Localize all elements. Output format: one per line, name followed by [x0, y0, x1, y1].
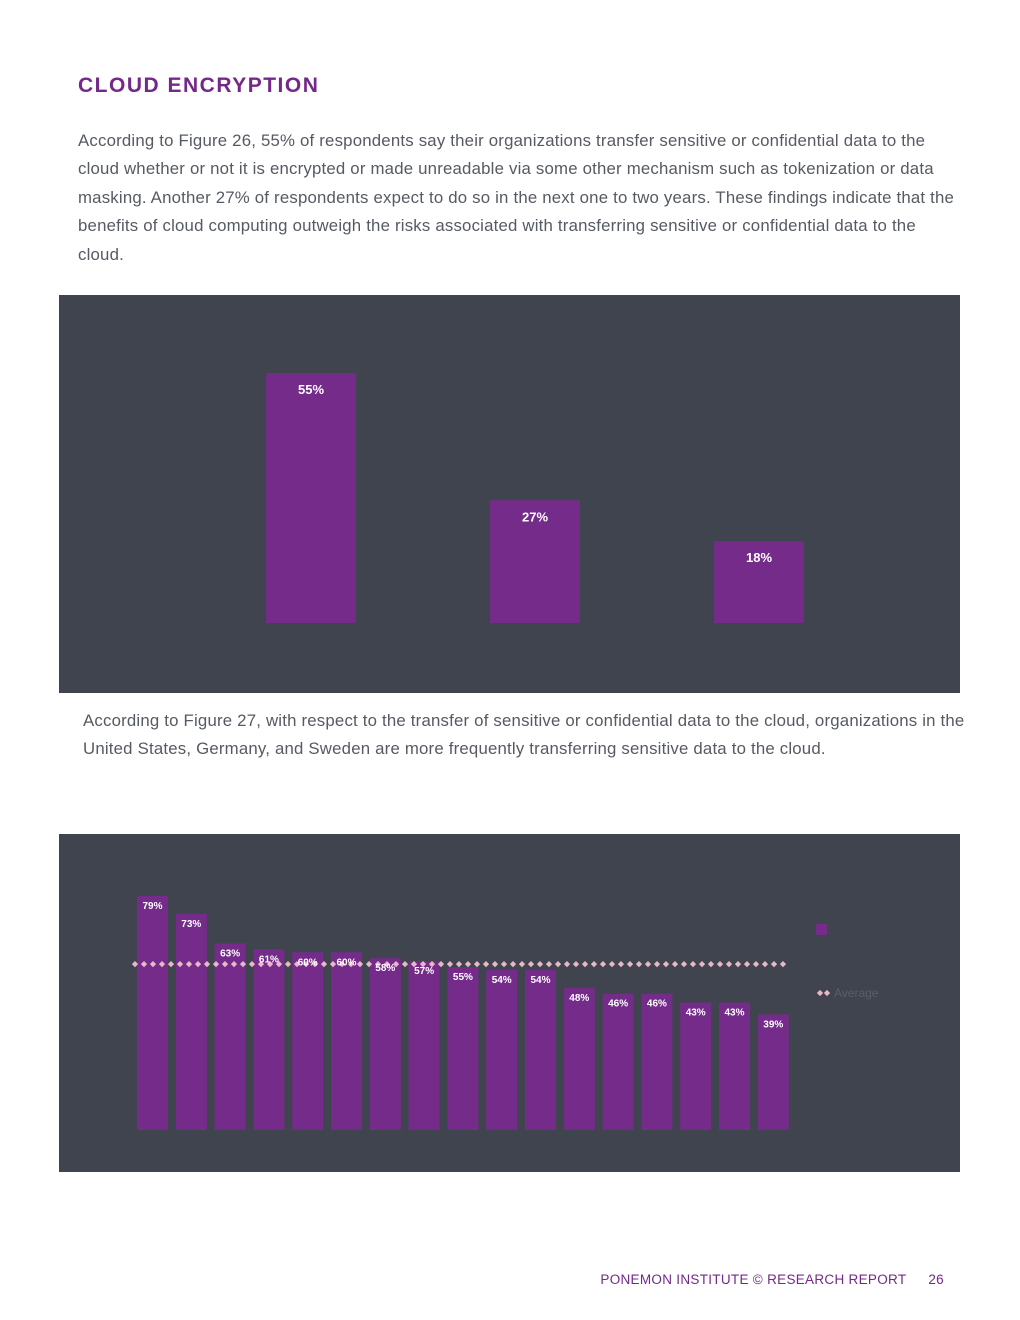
fig27-value-label: 54% [530, 975, 550, 986]
footer-report-label: PONEMON INSTITUTE © RESEARCH REPORT [600, 1272, 907, 1287]
legend-average-label: Average [834, 986, 879, 1000]
fig27-value-label: 60% [298, 957, 318, 968]
fig27-value-label: 61% [259, 954, 279, 965]
fig27-bar [292, 952, 324, 1130]
intro-paragraph: According to Figure 26, 55% of responden… [78, 131, 955, 264]
fig26-value-label: 27% [522, 509, 548, 524]
fig27-value-label: 46% [608, 999, 628, 1010]
fig27-value-label: 63% [220, 948, 240, 959]
legend-swatch-average [823, 989, 831, 997]
fig27-legend: Average [816, 924, 879, 1000]
figure-27-chart: 79% 73% 63% 61% 60% 60% 58% 57% 55% 54% 54% 48% 46% 4… [131, 896, 879, 1130]
figure-27-paragraph: According to Figure 27, with respect to … [83, 711, 965, 759]
fig27-bar [447, 967, 479, 1130]
figure-26-panel: 55% 27% 18% [59, 295, 960, 693]
fig27-value-label: 48% [569, 993, 589, 1004]
fig27-bar [719, 1002, 750, 1130]
fig27-value-label: 46% [647, 999, 667, 1010]
fig26-bar [266, 373, 356, 623]
fig27-bar [137, 896, 168, 1130]
fig27-bar [641, 993, 673, 1130]
figure-26-chart: 55% 27% 18% [266, 373, 804, 623]
fig27-bar [214, 943, 246, 1130]
fig27-bar [525, 970, 556, 1130]
page-footer: PONEMON INSTITUTE © RESEARCH REPORT 26 [600, 1272, 944, 1287]
fig26-value-label: 18% [746, 550, 772, 565]
fig27-value-label: 55% [453, 972, 473, 983]
section-heading: CLOUD ENCRYPTION [78, 74, 320, 97]
legend-swatch-bar [816, 924, 827, 935]
fig26-value-label: 55% [298, 382, 324, 397]
fig27-value-label: 60% [336, 957, 356, 968]
fig26-bar [714, 541, 804, 623]
fig27-value-label: 58% [375, 963, 395, 974]
fig27-value-label: 79% [142, 901, 162, 912]
fig27-value-label: 57% [414, 966, 434, 977]
fig27-bar [253, 949, 285, 1130]
fig27-bar [175, 913, 207, 1130]
fig27-bar [408, 961, 440, 1130]
legend-swatch-average [816, 989, 824, 997]
fig27-value-label: 73% [181, 919, 201, 930]
fig27-bar [563, 987, 595, 1130]
fig26-bar [490, 500, 580, 623]
fig27-value-label: 43% [724, 1008, 744, 1019]
fig27-bar [757, 1014, 789, 1130]
fig27-bar [486, 970, 518, 1130]
fig27-bar [680, 1002, 712, 1130]
fig27-bar [369, 958, 401, 1130]
fig27-bar [331, 952, 362, 1130]
fig27-value-label: 43% [686, 1008, 706, 1019]
fig27-value-label: 39% [763, 1019, 783, 1030]
page-number: 26 [928, 1272, 944, 1287]
fig27-value-label: 54% [492, 975, 512, 986]
figure-27-panel: 79% 73% 63% 61% 60% 60% 58% 57% 55% 54% 54% 48% 46% 4… [59, 834, 960, 1172]
fig27-bar [602, 993, 634, 1130]
